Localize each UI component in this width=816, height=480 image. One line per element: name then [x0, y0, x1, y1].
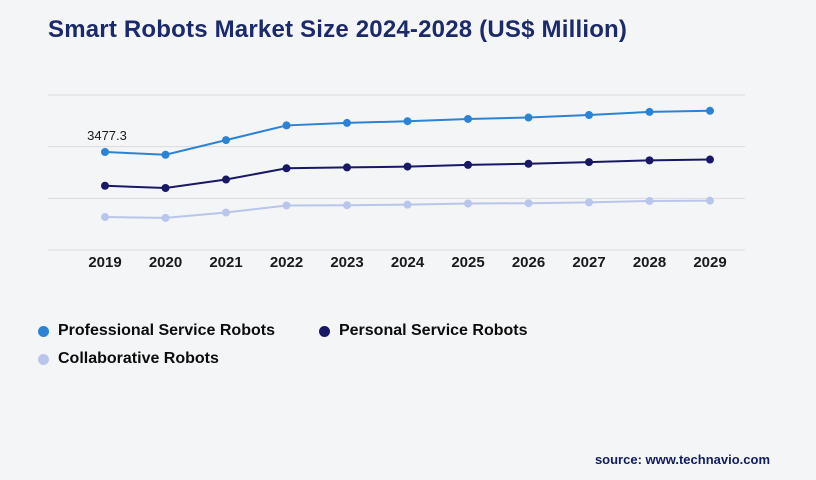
legend-item-1: Personal Service Robots: [318, 322, 528, 340]
data-point-icon: [706, 196, 714, 205]
legend-label: Collaborative Robots: [58, 350, 219, 367]
line-chart: 2019 2020 2021 2022 2023 2024 2025 2026 2027 2028…: [0, 85, 816, 280]
data-point-icon: [524, 113, 533, 122]
data-point-icon: [161, 184, 170, 192]
data-point-icon: [101, 181, 109, 190]
data-point-icon: [464, 199, 472, 208]
data-point-icon: [706, 106, 714, 115]
x-axis-label: 2024: [391, 254, 425, 271]
legend-item-2: Collaborative Robots: [38, 350, 219, 368]
x-axis-label: 2023: [330, 254, 363, 271]
data-point-icon: [524, 159, 533, 168]
x-axis-label: 2019: [88, 254, 121, 271]
data-point-icon: [706, 155, 714, 164]
x-axis-label: 2028: [633, 254, 666, 271]
legend-item-0: Professional Service Robots: [38, 322, 275, 340]
data-point-icon: [403, 117, 412, 126]
x-axis-label: 2020: [149, 254, 182, 271]
data-point-icon: [343, 118, 351, 127]
data-point-icon: [645, 107, 654, 116]
data-point-icon: [282, 201, 291, 210]
data-point-icon: [222, 175, 230, 184]
data-point-icon: [585, 198, 593, 207]
data-point-icon: [585, 111, 593, 120]
x-axis-label: 2021: [209, 254, 242, 271]
data-point-icon: [403, 162, 412, 171]
data-point-icon: [343, 201, 351, 210]
data-point-icon: [645, 196, 654, 205]
data-point-icon: [101, 213, 109, 222]
x-axis-label: 2025: [451, 254, 484, 271]
legend: Professional Service Robots Personal Serv…: [38, 322, 618, 368]
data-point-icon: [585, 158, 593, 167]
point-annotation: 3477.3: [87, 128, 127, 143]
data-point-icon: [282, 121, 291, 130]
x-axis-label: 2022: [270, 254, 303, 271]
data-point-icon: [524, 199, 533, 208]
data-point-icon: [645, 156, 654, 165]
legend-marker-icon: [318, 325, 330, 337]
data-point-icon: [101, 148, 109, 157]
x-axis-label: 2026: [512, 254, 545, 271]
data-point-icon: [343, 163, 351, 172]
data-point-icon: [464, 160, 472, 169]
data-point-icon: [161, 213, 170, 222]
data-point-icon: [403, 200, 412, 209]
chart-canvas: 2019 2020 2021 2022 2023 2024 2025 2026 2027 2028…: [48, 94, 745, 271]
x-axis-label: 2027: [572, 254, 605, 271]
x-axis-label: 2029: [693, 254, 726, 271]
data-point-icon: [282, 164, 291, 173]
legend-marker-icon: [38, 325, 49, 337]
data-point-icon: [161, 150, 170, 159]
legend-label: Professional Service Robots: [58, 322, 275, 339]
chart-title: Smart Robots Market Size 2024-2028 (US$ …: [48, 16, 628, 43]
data-point-icon: [222, 208, 230, 217]
data-point-icon: [222, 136, 230, 145]
legend-marker-icon: [38, 353, 49, 365]
legend-label: Personal Service Robots: [338, 322, 528, 339]
source-credit: source: www.technavio.com: [594, 452, 770, 467]
data-point-icon: [464, 114, 472, 123]
